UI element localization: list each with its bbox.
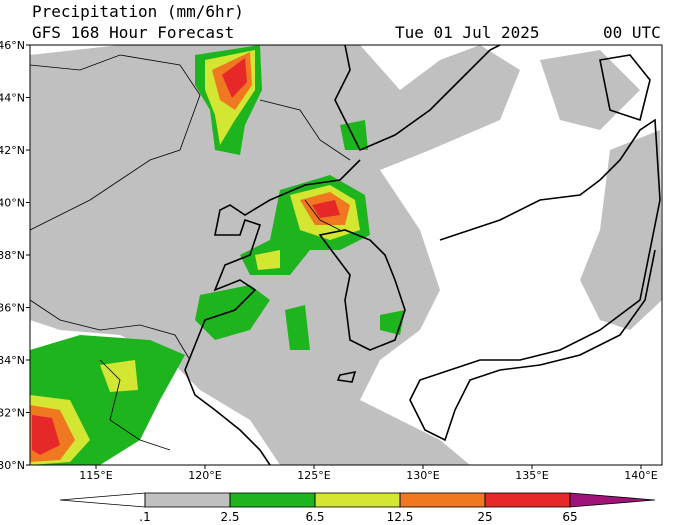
lon-label: 115°E <box>79 469 112 482</box>
colorbar-segment <box>569 492 656 508</box>
date: Tue 01 Jul 2025 <box>395 23 540 42</box>
lat-label: 40°N <box>0 197 25 210</box>
title-line2: GFS 168 Hour Forecast <box>32 23 234 42</box>
lat-label: 42°N <box>0 144 25 157</box>
lat-label: 36°N <box>0 302 25 315</box>
lon-label: 135°E <box>515 469 548 482</box>
colorbar-label: 12.5 <box>387 510 414 524</box>
map <box>29 44 663 466</box>
lat-label: 38°N <box>0 249 25 262</box>
colorbar-segment <box>399 492 486 508</box>
colorbar-segment <box>229 492 316 508</box>
axes: 46°N 44°N 42°N 40°N 38°N 36°N 34°N 32°N 30°N 115°… <box>0 39 658 482</box>
precip-red <box>32 58 340 455</box>
colorbar-label: 65 <box>562 510 577 524</box>
borders <box>29 54 351 451</box>
lat-label: 34°N <box>0 354 25 367</box>
lon-label: 120°E <box>188 469 221 482</box>
lat-label: 44°N <box>0 92 25 105</box>
colorbar-label: 25 <box>477 510 492 524</box>
colorbar-label: 2.5 <box>220 510 239 524</box>
coastlines <box>184 44 661 466</box>
lon-label: 130°E <box>406 469 439 482</box>
lat-label: 32°N <box>0 407 25 420</box>
time: 00 UTC <box>603 23 661 42</box>
colorbar-segment <box>59 492 146 508</box>
colorbar-segment <box>314 492 401 508</box>
colorbar-label: .1 <box>139 510 150 524</box>
colorbar-label: 6.5 <box>305 510 324 524</box>
colorbar-segment <box>484 492 571 508</box>
title-line1: Precipitation (mm/6hr) <box>32 2 244 21</box>
colorbar-segment <box>144 492 231 508</box>
lon-label: 140°E <box>624 469 657 482</box>
lat-label: 30°N <box>0 459 25 472</box>
lat-label: 46°N <box>0 39 25 52</box>
lon-label: 125°E <box>297 469 330 482</box>
colorbar: .1 2.5 6.5 12.5 25 65 <box>59 492 656 524</box>
